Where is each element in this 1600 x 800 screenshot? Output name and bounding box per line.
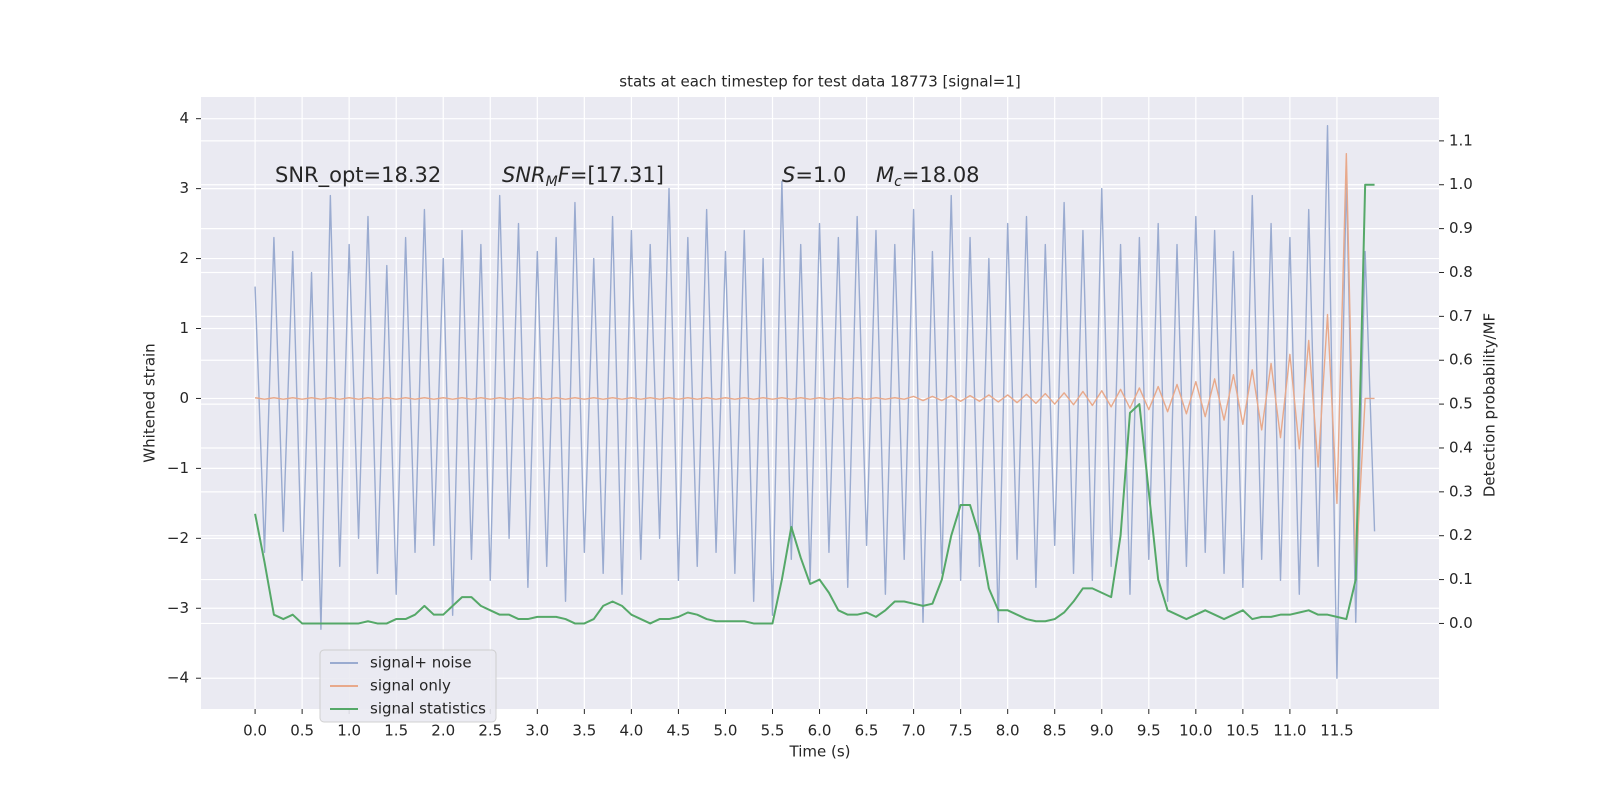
y-tick-label: 2 bbox=[179, 249, 189, 267]
x-tick-label: 3.0 bbox=[525, 722, 549, 740]
x-tick-label: 2.0 bbox=[431, 722, 455, 740]
legend-box bbox=[319, 649, 497, 723]
x-tick-label: 1.5 bbox=[384, 722, 408, 740]
series-line bbox=[254, 152, 1375, 575]
x-tick-label: 9.5 bbox=[1137, 722, 1161, 740]
annotation: SNR_opt=18.32 bbox=[275, 163, 441, 188]
x-axis-label: Time (s) bbox=[789, 743, 851, 761]
annotation-part: =[17.31] bbox=[570, 163, 664, 187]
y2-tick-label: 0.2 bbox=[1449, 526, 1473, 544]
annotation: SNRMF=[17.31] bbox=[502, 163, 664, 190]
series-line bbox=[254, 124, 1376, 679]
x-tick-label: 4.5 bbox=[666, 722, 690, 740]
y2-tick-label: 0.6 bbox=[1449, 351, 1473, 369]
y-tick-label: −1 bbox=[167, 459, 189, 477]
y2-tick-label: 0.5 bbox=[1449, 395, 1473, 413]
y-tick-label: −2 bbox=[167, 529, 189, 547]
y-tick-label: −4 bbox=[167, 669, 189, 687]
annotation-part: M bbox=[546, 174, 558, 190]
annotation-part: c bbox=[894, 174, 902, 190]
chart-title: stats at each timestep for test data 187… bbox=[619, 73, 1020, 91]
y2-tick-label: 0.7 bbox=[1449, 307, 1473, 325]
x-tick-label: 8.0 bbox=[996, 722, 1020, 740]
x-tick-label: 11.5 bbox=[1320, 722, 1353, 740]
x-tick-label: 8.5 bbox=[1043, 722, 1067, 740]
x-tick-label: 7.5 bbox=[949, 722, 973, 740]
x-tick-label: 2.5 bbox=[478, 722, 502, 740]
y2-tick-label: 0.8 bbox=[1449, 263, 1473, 281]
x-tick-label: 0.5 bbox=[290, 722, 314, 740]
x-tick-label: 6.5 bbox=[855, 722, 879, 740]
annotation: Mc=18.08 bbox=[876, 163, 980, 190]
x-tick-label: 10.5 bbox=[1226, 722, 1259, 740]
y2-tick-label: 0.9 bbox=[1449, 219, 1473, 237]
annotation-part: S bbox=[782, 163, 795, 187]
x-tick-label: 5.0 bbox=[714, 722, 738, 740]
y-tick-label: 1 bbox=[179, 319, 189, 337]
y2-tick-label: 0.0 bbox=[1449, 614, 1473, 632]
x-tick-label: 3.5 bbox=[572, 722, 596, 740]
legend-label: signal statistics bbox=[370, 700, 486, 718]
y-tick-label: 3 bbox=[179, 179, 189, 197]
annotation-part: =1.0 bbox=[795, 163, 846, 187]
y2-tick-label: 1.0 bbox=[1449, 175, 1473, 193]
y2-axis-label: Detection probability/MF bbox=[1481, 313, 1499, 497]
annotation-part: SNR bbox=[502, 163, 546, 187]
y-tick-label: 0 bbox=[179, 389, 189, 407]
x-tick-label: 0.0 bbox=[243, 722, 267, 740]
y-tick-label: −3 bbox=[167, 599, 189, 617]
x-tick-label: 11.0 bbox=[1273, 722, 1306, 740]
y2-tick-label: 1.1 bbox=[1449, 131, 1473, 149]
x-tick-label: 10.0 bbox=[1179, 722, 1212, 740]
x-tick-label: 9.0 bbox=[1090, 722, 1114, 740]
y2-tick-label: 0.1 bbox=[1449, 570, 1473, 588]
series-line bbox=[254, 183, 1375, 625]
y-tick-label: 4 bbox=[179, 109, 189, 127]
annotation-part: M bbox=[876, 163, 894, 187]
legend-label: signal only bbox=[370, 677, 451, 695]
annotation-part: SNR_opt=18.32 bbox=[275, 163, 441, 188]
annotation-part: =18.08 bbox=[902, 163, 980, 187]
x-tick-label: 4.0 bbox=[619, 722, 643, 740]
y2-tick-label: 0.3 bbox=[1449, 482, 1473, 500]
y-axis-label: Whitened strain bbox=[141, 343, 159, 462]
annotation: S=1.0 bbox=[782, 163, 846, 187]
x-tick-label: 1.0 bbox=[337, 722, 361, 740]
x-tick-label: 7.0 bbox=[902, 722, 926, 740]
x-tick-label: 5.5 bbox=[761, 722, 785, 740]
annotation-part: F bbox=[558, 163, 571, 187]
legend-label: signal+ noise bbox=[370, 654, 472, 672]
y2-tick-label: 0.4 bbox=[1449, 438, 1473, 456]
x-tick-label: 6.0 bbox=[808, 722, 832, 740]
